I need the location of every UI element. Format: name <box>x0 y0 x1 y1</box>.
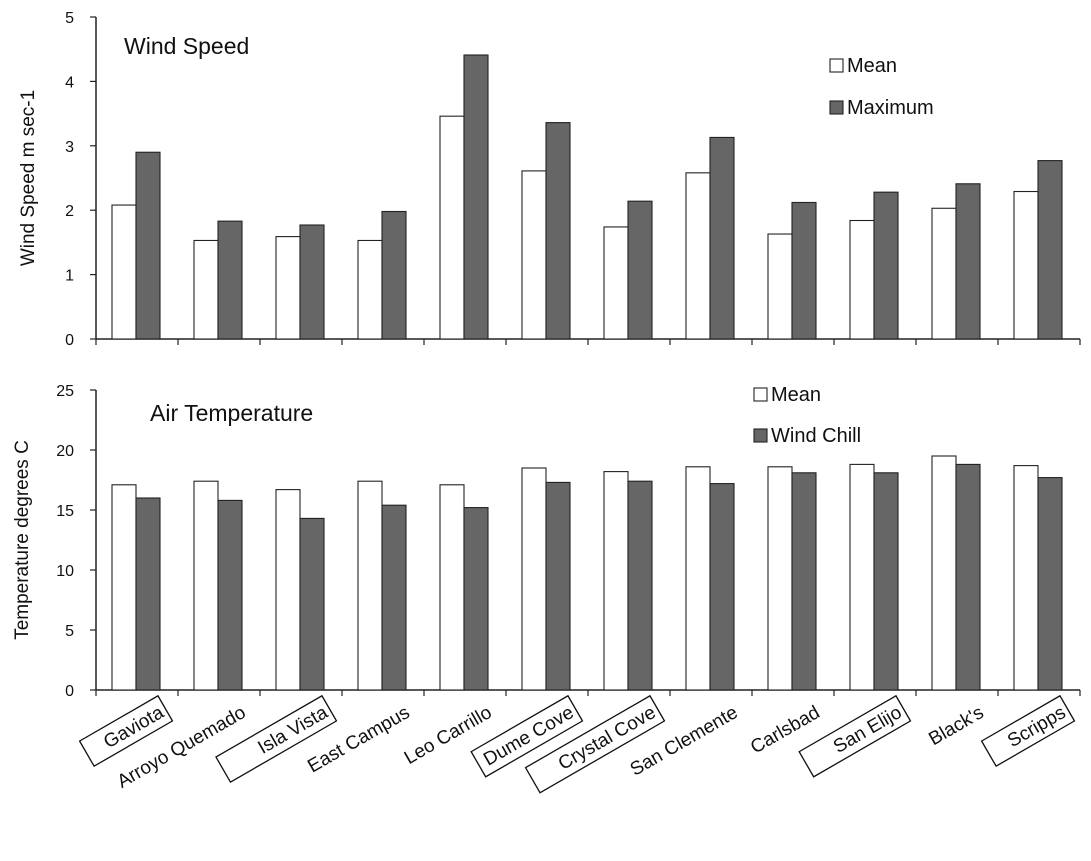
site-label-group: Scripps <box>980 694 1076 768</box>
site-label-group: Black's <box>925 702 987 750</box>
wind-mean-bar <box>603 226 629 340</box>
y-axis-label: Wind Speed m sec-1 <box>18 90 39 266</box>
wind-maximum-bar <box>217 220 243 340</box>
wind-mean-bar <box>275 236 301 340</box>
wind-maximum-bar <box>299 224 325 340</box>
wind-mean-bar <box>849 219 875 340</box>
legend-label: Wind Chill <box>771 425 861 447</box>
temp-mean-bar <box>111 484 137 691</box>
y-tick-label: 3 <box>65 139 74 156</box>
temp-mean-bar <box>767 466 793 691</box>
site-label-group: Leo Carrillo <box>401 702 496 769</box>
y-tick-label: 20 <box>56 443 74 460</box>
temp-wind-chill-bar <box>627 480 653 691</box>
legend-swatch <box>829 100 844 115</box>
y-axis-label: Temperature degrees C <box>12 440 33 640</box>
wind-mean-bar <box>521 170 547 340</box>
y-tick-label: 5 <box>65 623 74 640</box>
site-label-group: Carlsbad <box>747 702 823 758</box>
site-label: Carlsbad <box>747 702 823 758</box>
temp-mean-bar <box>685 466 711 691</box>
y-tick-label: 4 <box>65 74 74 91</box>
legend-label: Maximum <box>847 97 934 119</box>
temp-wind-chill-bar <box>135 497 161 691</box>
wind-maximum-bar <box>381 210 407 340</box>
y-tick-label: 0 <box>65 683 74 700</box>
wind-speed-panel: 0 1 2 3 4 5 Wind Speed Wind Speed m sec-1 Mean Ma… <box>18 10 1081 349</box>
temp-wind-chill-bar <box>381 504 407 691</box>
y-tick-label: 15 <box>56 503 74 520</box>
wind-maximum-bar <box>873 191 899 340</box>
temp-mean-bar <box>603 471 629 691</box>
y-tick-label: 1 <box>65 268 74 285</box>
temp-mean-bar <box>439 484 465 691</box>
temp-mean-bar <box>1013 465 1039 691</box>
y-tick-label: 0 <box>65 332 74 349</box>
site-label: Leo Carrillo <box>401 702 496 769</box>
air-temperature-panel: 0 5 10 15 20 25 Air Temperature Temperature deg… <box>12 383 1081 700</box>
wind-mean-bar <box>1013 190 1039 340</box>
wind-maximum-bar <box>545 122 571 340</box>
legend-swatch <box>829 58 844 73</box>
legend-swatch <box>753 387 768 402</box>
temp-mean-bar <box>275 489 301 691</box>
y-tick-label: 2 <box>65 203 74 220</box>
chart-title: Wind Speed <box>124 33 249 59</box>
wind-mean-bar <box>439 115 465 340</box>
site-label-group: Crystal Cove <box>524 694 666 794</box>
wind-mean-bar <box>767 233 793 340</box>
wind-mean-bar <box>111 204 137 340</box>
temp-wind-chill-bar <box>955 463 981 691</box>
y-tick-label: 5 <box>65 10 74 27</box>
temp-mean-bar <box>849 463 875 691</box>
temp-mean-bar <box>931 455 957 691</box>
wind-mean-bar <box>357 239 383 340</box>
wind-mean-bar <box>685 172 711 340</box>
temp-wind-chill-bar <box>217 499 243 691</box>
temp-wind-chill-bar <box>463 507 489 691</box>
site-label-frame <box>78 694 174 768</box>
wind-mean-bar <box>193 239 219 340</box>
site-label: Black's <box>925 702 987 750</box>
y-tick-label: 10 <box>56 563 74 580</box>
wind-maximum-bar <box>627 200 653 340</box>
chart-title: Air Temperature <box>150 400 313 426</box>
temp-wind-chill-bar <box>299 517 325 691</box>
legend-label: Mean <box>771 384 821 406</box>
wind-maximum-bar <box>709 136 735 340</box>
legend-label: Mean <box>847 55 897 77</box>
wind-maximum-bar <box>791 201 817 340</box>
wind-maximum-bar <box>1037 160 1063 340</box>
wind-maximum-bar <box>955 183 981 340</box>
legend-swatch <box>753 428 768 443</box>
temp-wind-chill-bar <box>873 472 899 691</box>
temp-wind-chill-bar <box>545 481 571 691</box>
temp-mean-bar <box>521 467 547 691</box>
temp-wind-chill-bar <box>709 483 735 691</box>
temp-wind-chill-bar <box>791 472 817 691</box>
site-label-frame <box>215 694 338 784</box>
site-label-frame <box>524 694 666 794</box>
temp-wind-chill-bar <box>1037 477 1063 691</box>
site-label-frame <box>980 694 1076 768</box>
site-label-frame <box>470 694 584 778</box>
temp-mean-bar <box>193 480 219 691</box>
wind-mean-bar <box>931 207 957 340</box>
wind-maximum-bar <box>463 54 489 340</box>
site-label-frame <box>798 694 912 778</box>
wind-maximum-bar <box>135 151 161 340</box>
y-tick-label: 25 <box>56 383 74 400</box>
temp-mean-bar <box>357 480 383 691</box>
